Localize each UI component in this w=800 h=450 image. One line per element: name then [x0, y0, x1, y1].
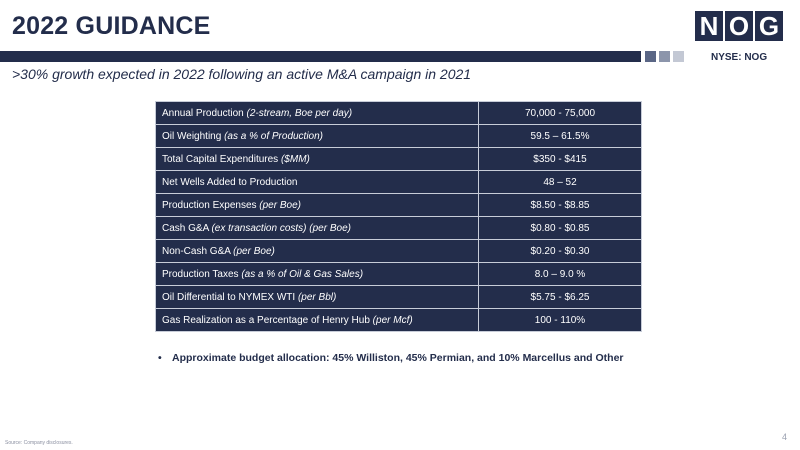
page-number: 4: [782, 432, 788, 442]
row-value: $0.80 - $0.85: [478, 216, 642, 240]
table-row: Oil Weighting (as a % of Production) 59.5…: [155, 124, 642, 148]
logo-letter-g: G: [755, 11, 783, 41]
row-label-text: Non-Cash G&A: [162, 245, 234, 257]
row-label: Oil Weighting (as a % of Production): [155, 124, 479, 148]
row-value: 59.5 – 61.5%: [478, 124, 642, 148]
row-value: $0.20 - $0.30: [478, 239, 642, 263]
table-row: Non-Cash G&A (per Boe) $0.20 - $0.30: [155, 239, 642, 263]
table-row: Annual Production (2-stream, Boe per day…: [155, 101, 642, 125]
row-value: $350 - $415: [478, 147, 642, 171]
row-label: Net Wells Added to Production: [155, 170, 479, 194]
ticker-label: NYSE: NOG: [711, 52, 768, 63]
row-value: 100 - 110%: [478, 308, 642, 332]
row-label: Oil Differential to NYMEX WTI (per Bbl): [155, 285, 479, 309]
logo-letter-o: O: [725, 11, 753, 41]
logo-letter-n: N: [695, 11, 723, 41]
row-label-qualifier: (per Boe): [259, 199, 301, 211]
decor-square-dark: [645, 51, 656, 62]
row-label-text: Oil Differential to NYMEX WTI: [162, 291, 298, 303]
row-label-qualifier: (per Bbl): [297, 291, 337, 303]
row-label-text: Production Taxes: [162, 268, 242, 280]
row-label-text: Gas Realization as a Percentage of Henry…: [162, 314, 373, 326]
table-row: Net Wells Added to Production 48 – 52: [155, 170, 642, 194]
row-label: Gas Realization as a Percentage of Henry…: [155, 308, 479, 332]
table-row: Production Taxes (as a % of Oil & Gas Sa…: [155, 262, 642, 286]
row-value: 8.0 – 9.0 %: [478, 262, 642, 286]
row-label: Cash G&A (ex transaction costs) (per Boe…: [155, 216, 479, 240]
subtitle: >30% growth expected in 2022 following a…: [12, 66, 472, 82]
row-value: $8.50 - $8.85: [478, 193, 642, 217]
row-value: $5.75 - $6.25: [478, 285, 642, 309]
row-label-qualifier: ($MM): [280, 153, 310, 165]
bullet-text: Approximate budget allocation: 45% Willi…: [172, 352, 624, 364]
row-label-qualifier: (per Boe): [233, 245, 275, 257]
row-value: 48 – 52: [478, 170, 642, 194]
row-value: 70,000 - 75,000: [478, 101, 642, 125]
row-label-qualifier: (ex transaction costs) (per Boe): [211, 222, 351, 234]
row-label-qualifier: (2-stream, Boe per day): [246, 107, 353, 119]
table-row: Gas Realization as a Percentage of Henry…: [155, 308, 642, 332]
nog-logo: N O G: [695, 11, 783, 41]
budget-bullet: • Approximate budget allocation: 45% Will…: [158, 352, 624, 364]
row-label-text: Oil Weighting: [162, 130, 225, 142]
row-label: Annual Production (2-stream, Boe per day…: [155, 101, 479, 125]
page-title: 2022 GUIDANCE: [12, 12, 211, 40]
table-row: Total Capital Expenditures ($MM) $350 - $…: [155, 147, 642, 171]
row-label-qualifier: (as a % of Oil & Gas Sales): [241, 268, 364, 280]
row-label-text: Net Wells Added to Production: [162, 176, 298, 188]
row-label-text: Cash G&A: [162, 222, 212, 234]
row-label-text: Annual Production: [162, 107, 247, 119]
row-label-text: Production Expenses: [162, 199, 260, 211]
table-row: Production Expenses (per Boe) $8.50 - $8.…: [155, 193, 642, 217]
row-label-qualifier: (per Mcf): [372, 314, 413, 326]
source-note: Source: Company disclosures.: [5, 440, 73, 446]
table-row: Cash G&A (ex transaction costs) (per Boe…: [155, 216, 642, 240]
guidance-table: Annual Production (2-stream, Boe per day…: [155, 101, 642, 332]
row-label-text: Total Capital Expenditures: [162, 153, 281, 165]
decor-square-light: [673, 51, 684, 62]
row-label-qualifier: (as a % of Production): [224, 130, 324, 142]
row-label: Non-Cash G&A (per Boe): [155, 239, 479, 263]
decor-square-mid: [659, 51, 670, 62]
row-label: Total Capital Expenditures ($MM): [155, 147, 479, 171]
bullet-dot-icon: •: [158, 352, 162, 364]
header-band: [0, 51, 641, 62]
row-label: Production Expenses (per Boe): [155, 193, 479, 217]
row-label: Production Taxes (as a % of Oil & Gas Sa…: [155, 262, 479, 286]
table-row: Oil Differential to NYMEX WTI (per Bbl) $…: [155, 285, 642, 309]
